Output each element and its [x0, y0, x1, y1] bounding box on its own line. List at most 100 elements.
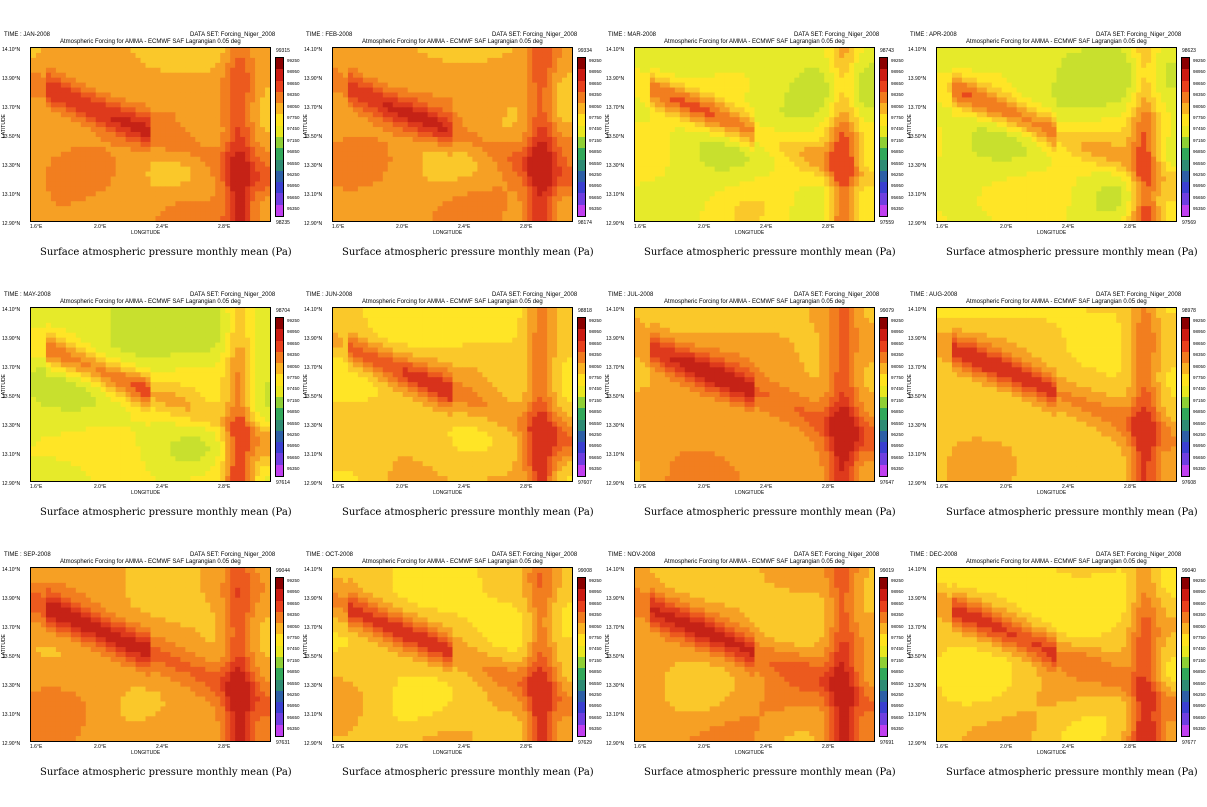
contour-cell — [784, 157, 789, 162]
contour-cell — [403, 186, 408, 191]
contour-cell — [101, 201, 106, 206]
contour-cell — [368, 78, 373, 83]
contour-cell — [512, 162, 517, 167]
contour-cell — [141, 107, 146, 112]
contour-cell — [66, 152, 71, 157]
contour-cell — [165, 147, 170, 152]
colorbar-min-label: 98235 — [276, 220, 290, 226]
contour-cell — [353, 206, 358, 211]
contour-cell — [740, 102, 745, 107]
contour-cell — [205, 177, 210, 182]
contour-cell — [794, 201, 799, 206]
contour-cell — [96, 211, 101, 216]
contour-cell — [175, 83, 180, 88]
contour-cell — [834, 137, 839, 142]
contour-cell — [423, 201, 428, 206]
contour-cell — [650, 58, 655, 63]
contour-cell — [457, 78, 462, 83]
contour-cell — [200, 97, 205, 102]
contour-cell — [338, 201, 343, 206]
contour-cell — [81, 58, 86, 63]
contour-cell — [844, 191, 849, 196]
contour-cell — [131, 107, 136, 112]
contour-cell — [170, 201, 175, 206]
contour-cell — [537, 122, 542, 127]
contour-cell — [507, 137, 512, 142]
contour-cell — [839, 196, 844, 201]
contour-cell — [804, 147, 809, 152]
contour-cell — [448, 117, 453, 122]
contour-cell — [141, 97, 146, 102]
contour-cell — [552, 102, 557, 107]
contour-cell — [547, 137, 552, 142]
contour-cell — [854, 53, 859, 58]
contour-cell — [789, 78, 794, 83]
contour-cell — [655, 112, 660, 117]
contour-cell — [353, 97, 358, 102]
contour-cell — [477, 73, 482, 78]
contour-cell — [71, 48, 76, 53]
contour-cell — [200, 73, 205, 78]
contour-cell — [185, 167, 190, 172]
contour-cell — [552, 142, 557, 147]
contour-cell — [423, 177, 428, 182]
contour-cell — [660, 132, 665, 137]
contour-cell — [755, 137, 760, 142]
contour-cell — [126, 58, 131, 63]
contour-cell — [448, 78, 453, 83]
contour-cell — [764, 167, 769, 172]
contour-cell — [809, 102, 814, 107]
contour-cell — [185, 117, 190, 122]
contour-cell — [250, 186, 255, 191]
contour-cell — [482, 167, 487, 172]
contour-cell — [497, 112, 502, 117]
contour-cell — [700, 73, 705, 78]
contour-cell — [358, 73, 363, 78]
contour-cell — [487, 201, 492, 206]
contour-cell — [413, 147, 418, 152]
contour-cell — [784, 112, 789, 117]
contour-cell — [46, 112, 51, 117]
contour-cell — [567, 147, 572, 152]
contour-cell — [438, 147, 443, 152]
contour-cell — [160, 186, 165, 191]
contour-cell — [839, 181, 844, 186]
contour-cell — [750, 112, 755, 117]
contour-cell — [343, 127, 348, 132]
contour-cell — [755, 147, 760, 152]
contour-cell — [849, 78, 854, 83]
contour-cell — [512, 216, 517, 221]
contour-cell — [393, 172, 398, 177]
contour-cell — [155, 177, 160, 182]
contour-cell — [76, 211, 81, 216]
contour-cell — [705, 78, 710, 83]
contour-cell — [715, 177, 720, 182]
contour-cell — [433, 181, 438, 186]
contour-cell — [859, 102, 864, 107]
contour-cell — [418, 102, 423, 107]
contour-cell — [225, 181, 230, 186]
contour-cell — [665, 132, 670, 137]
contour-cell — [403, 162, 408, 167]
contour-cell — [769, 68, 774, 73]
contour-cell — [557, 48, 562, 53]
contour-cell — [809, 137, 814, 142]
contour-cell — [260, 206, 265, 211]
contour-cell — [106, 117, 111, 122]
contour-cell — [260, 157, 265, 162]
contour-cell — [36, 97, 41, 102]
contour-cell — [655, 83, 660, 88]
contour-cell — [141, 127, 146, 132]
contour-cell — [824, 48, 829, 53]
contour-cell — [705, 142, 710, 147]
contour-cell — [175, 97, 180, 102]
contour-cell — [824, 132, 829, 137]
contour-cell — [844, 157, 849, 162]
contour-cell — [834, 167, 839, 172]
contour-cell — [567, 142, 572, 147]
contour-cell — [36, 83, 41, 88]
x-tick-label: 1.6°E — [30, 224, 42, 230]
contour-cell — [487, 48, 492, 53]
contour-cell — [373, 162, 378, 167]
contour-cell — [819, 92, 824, 97]
